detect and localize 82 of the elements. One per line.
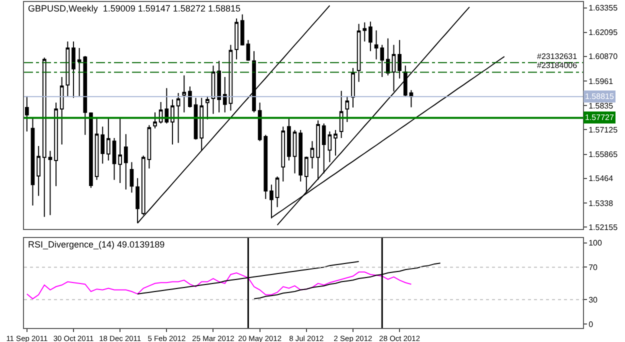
candlestick (176, 92, 180, 144)
candlestick (30, 116, 35, 206)
candlestick (124, 134, 128, 190)
candlestick (182, 74, 186, 113)
ref-line-label: 1.58815 (585, 92, 614, 101)
candlestick (345, 96, 350, 122)
candlestick (328, 131, 332, 163)
candlestick (147, 124, 152, 170)
candlestick (339, 90, 344, 138)
candlestick (188, 86, 192, 108)
y-tick-label: 1.5835 (588, 102, 614, 111)
candlestick (118, 118, 122, 184)
candlestick (368, 21, 372, 52)
candlestick (298, 129, 303, 182)
candlestick (48, 150, 52, 216)
candlestick (252, 50, 256, 113)
candlestick (292, 129, 297, 174)
annotation: #23184006 (537, 61, 578, 70)
y-tick-label: 1.55865 (588, 150, 618, 160)
candlestick (60, 76, 64, 145)
candlestick (287, 118, 291, 162)
chart-title: RSI_Divergence_(14) 49.0139189 (28, 239, 165, 250)
y-tick-label: 70 (588, 262, 598, 272)
y-tick-label: 0 (588, 320, 594, 329)
candlestick (316, 120, 320, 180)
candlestick (240, 14, 244, 46)
candlestick (94, 116, 99, 180)
candlestick (130, 162, 134, 194)
line-series (137, 5, 330, 224)
candlestick (36, 146, 40, 196)
candlestick (281, 126, 286, 182)
chart-title: GBPUSD,Weekly 1.59009 1.59147 1.58272 1.58815 (28, 3, 240, 14)
candlestick (72, 41, 76, 98)
y-tick-label: 1.52155 (588, 222, 618, 232)
candlestick (100, 126, 105, 164)
candlestick (304, 156, 308, 194)
candlestick (356, 23, 361, 82)
y-tick-label: 30 (588, 295, 598, 304)
candlestick (211, 65, 216, 114)
candlestick (222, 76, 227, 113)
candlestick (200, 97, 204, 152)
candlestick (380, 44, 384, 78)
candlestick (153, 112, 157, 129)
candlestick (403, 65, 408, 97)
candlestick (83, 56, 88, 136)
candlestick (322, 123, 326, 174)
annotation: #23132631 (537, 52, 578, 61)
candlestick (66, 41, 70, 97)
candlestick (170, 98, 174, 145)
candlestick (206, 96, 210, 120)
candlestick (398, 39, 402, 80)
candlestick (334, 129, 338, 156)
y-tick-label: 1.5464 (588, 174, 614, 184)
y-tick-label: 100 (588, 238, 602, 248)
line-series (26, 272, 412, 300)
candlestick (106, 118, 110, 162)
y-tick-label: 1.62095 (588, 28, 618, 38)
candlestick (112, 138, 116, 180)
y-tick-label: 1.57125 (588, 125, 618, 134)
candlestick (54, 102, 58, 187)
y-tick-label: 1.5338 (588, 198, 614, 208)
candlestick (351, 67, 355, 108)
y-tick-label: 1.63355 (588, 4, 618, 13)
y-tick-label: 1.60870 (588, 52, 618, 62)
candlestick (392, 44, 396, 92)
candlestick (246, 39, 250, 62)
candlestick (374, 30, 378, 60)
candlestick (362, 22, 367, 42)
candlestick (89, 112, 93, 188)
candlestick (275, 176, 280, 208)
candlestick (42, 57, 46, 218)
candlestick (24, 96, 29, 132)
ref-line-label: 1.57727 (585, 113, 614, 122)
candlestick (234, 18, 238, 60)
candlestick (386, 38, 390, 76)
candlestick (228, 44, 233, 112)
candlestick (409, 90, 414, 108)
candlestick (310, 140, 314, 170)
candlestick (141, 155, 146, 216)
y-tick-label: 1.5961 (588, 76, 614, 86)
candlestick (77, 47, 82, 97)
candlestick (217, 60, 221, 113)
